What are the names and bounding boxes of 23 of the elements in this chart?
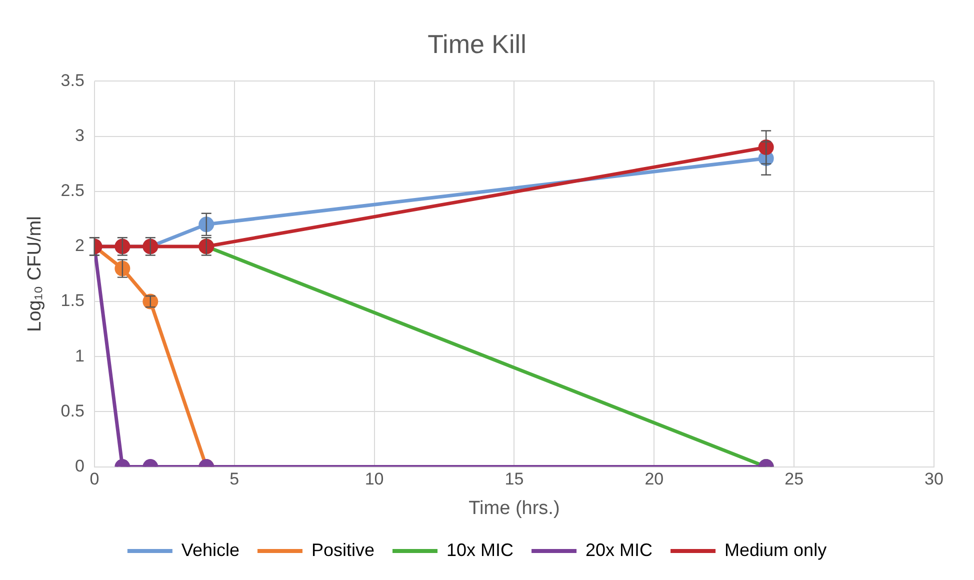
x-tick-label: 0 [90, 470, 100, 489]
x-tick-label: 20 [644, 470, 664, 489]
legend-label: Medium only [724, 540, 827, 560]
x-axis-title: Time (hrs.) [468, 498, 560, 519]
x-tick-label: 10 [364, 470, 384, 489]
x-tick-label: 5 [230, 470, 240, 489]
x-tick-label: 25 [784, 470, 804, 489]
legend-label: Positive [311, 540, 374, 560]
y-axis-title: Log₁₀ CFU/ml [24, 216, 46, 332]
x-tick-label: 30 [924, 470, 944, 489]
y-tick-label: 2 [74, 236, 84, 256]
y-tick-label: 2.5 [60, 181, 84, 200]
legend-label: 10x MIC [446, 540, 514, 560]
y-tick-label: 0 [74, 456, 84, 476]
chart-title: Time Kill [428, 28, 526, 59]
y-tick-label: 3.5 [60, 70, 84, 90]
y-tick-label: 1 [74, 346, 84, 366]
y-tick-label: 1.5 [60, 291, 84, 310]
legend-label: 20x MIC [586, 540, 653, 560]
x-tick-label: 15 [504, 470, 524, 489]
legend-label: Vehicle [181, 540, 240, 560]
y-tick-label: 3 [74, 126, 84, 145]
y-tick-label: 0.5 [60, 401, 84, 420]
